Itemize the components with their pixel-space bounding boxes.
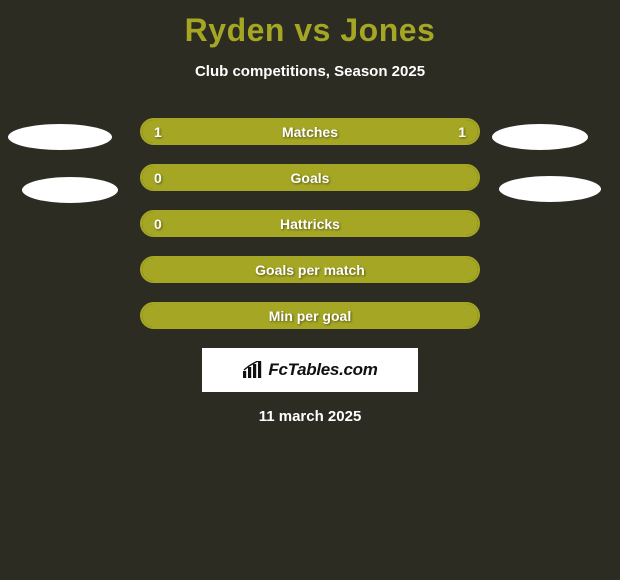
bar-label: Goals xyxy=(142,166,478,189)
bar-label: Hattricks xyxy=(142,212,478,235)
decorative-ellipse xyxy=(22,177,118,203)
decorative-ellipse xyxy=(499,176,601,202)
bar-label: Min per goal xyxy=(142,304,478,327)
page-title: Ryden vs Jones xyxy=(0,0,620,49)
stat-bar: Min per goal xyxy=(140,302,480,329)
stat-bar: Goals per match xyxy=(140,256,480,283)
stat-bar: 0Hattricks xyxy=(140,210,480,237)
decorative-ellipse xyxy=(8,124,112,150)
date-text: 11 march 2025 xyxy=(0,408,620,425)
bar-chart-icon xyxy=(242,361,264,379)
page-subtitle: Club competitions, Season 2025 xyxy=(0,63,620,80)
decorative-ellipse xyxy=(492,124,588,150)
logo-box: FcTables.com xyxy=(202,348,418,392)
bar-label: Matches xyxy=(142,120,478,143)
stat-bar: 0Goals xyxy=(140,164,480,191)
bar-label: Goals per match xyxy=(142,258,478,281)
logo-text: FcTables.com xyxy=(268,360,377,380)
comparison-bars: 11Matches 0Goals 0Hattricks Goals per match… xyxy=(0,118,620,329)
stat-bar: 11Matches xyxy=(140,118,480,145)
